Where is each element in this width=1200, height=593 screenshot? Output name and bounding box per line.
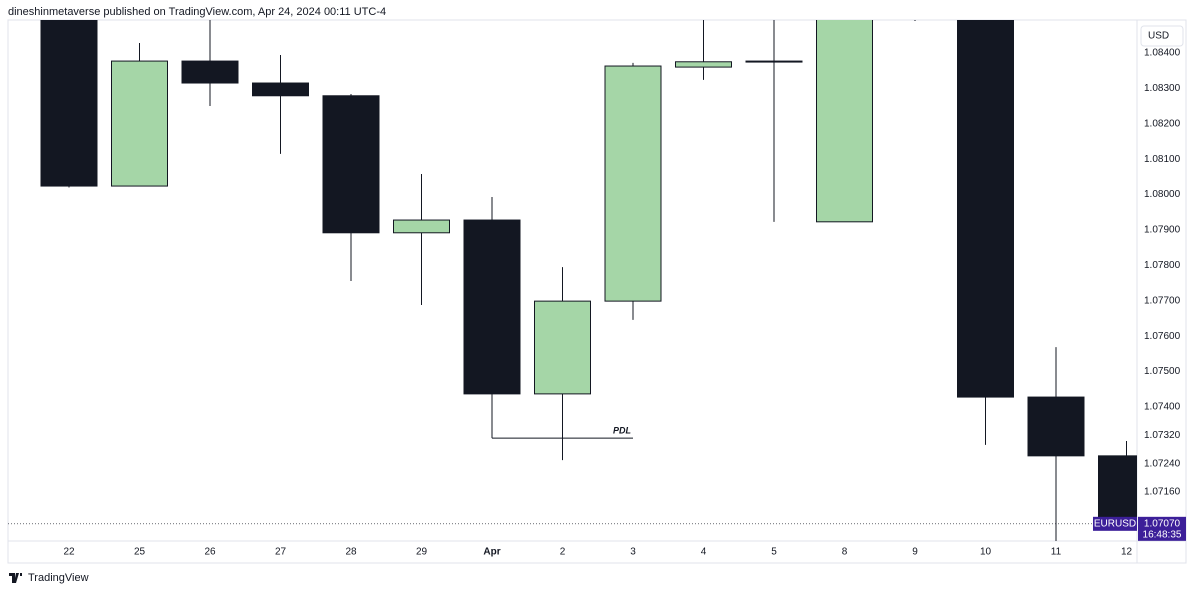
y-tick-label: 1.07320: [1144, 430, 1181, 441]
y-tick-label: 1.07900: [1144, 225, 1181, 236]
frame: [7, 19, 1187, 564]
x-tick-label: 3: [630, 547, 636, 558]
x-tick-label: 4: [701, 547, 707, 558]
symbol-tag: [1093, 516, 1137, 531]
y-tick-label: 1.07240: [1144, 458, 1181, 469]
price-tag: [1138, 516, 1186, 541]
y-tick-label: 1.07500: [1144, 366, 1181, 377]
logo: [9, 573, 22, 583]
candle-body: [252, 82, 309, 97]
x-tick-label: 22: [63, 547, 75, 558]
y-tick-label: 1.08200: [1144, 118, 1181, 129]
candle-body: [1098, 455, 1137, 525]
candle-body: [181, 60, 239, 84]
x-tick-label: 12: [1121, 547, 1133, 558]
y-tick-label: 1.08100: [1144, 154, 1181, 165]
candle-body: [111, 60, 168, 187]
candle-body: [675, 61, 732, 68]
y-tick-label: 1.08300: [1144, 83, 1181, 94]
y-tick-label: 1.07600: [1144, 331, 1181, 342]
x-tick-label: 28: [345, 547, 357, 558]
candle-body: [816, 20, 873, 223]
candle-body: [1027, 396, 1085, 457]
x-tick-label: 26: [204, 547, 216, 558]
footer: TradingView: [28, 572, 89, 584]
pdl-label: PDL: [613, 426, 631, 436]
y-tick-label: 1.07700: [1144, 295, 1181, 306]
candle-body: [745, 60, 803, 63]
x-tick-label: 5: [771, 547, 777, 558]
plot-area: [40, 20, 1137, 541]
y-tick-label: 1.07400: [1144, 402, 1181, 413]
x-tick-label: 2: [560, 547, 566, 558]
candle-body: [604, 65, 662, 302]
y-tick-label: 1.07160: [1144, 487, 1181, 498]
x-tick-label: 10: [980, 547, 992, 558]
currency: USD: [1148, 31, 1169, 42]
x-tick-label: 25: [134, 547, 146, 558]
candle-body: [534, 300, 591, 395]
y-tick-label: 1.08000: [1144, 189, 1181, 200]
price-label: 1.07070: [1144, 518, 1181, 529]
symbol-label: EURUSD: [1094, 518, 1136, 529]
candle-body: [393, 219, 450, 234]
candle-body: [322, 95, 380, 234]
candle-body: [40, 20, 98, 187]
y-tick-label: 1.08400: [1144, 48, 1181, 59]
x-tick-label: 11: [1051, 547, 1062, 558]
x-tick-label: 9: [912, 547, 918, 558]
x-tick-label: 8: [842, 547, 848, 558]
header: dineshinmetaverse published on TradingVi…: [8, 6, 386, 18]
x-tick-label: 27: [275, 547, 287, 558]
y-tick-label: 1.07800: [1144, 260, 1181, 271]
candle-body: [957, 20, 1014, 398]
x-tick-label: 29: [416, 547, 428, 558]
currency-box[interactable]: [1140, 25, 1184, 47]
candle-body: [463, 219, 521, 395]
countdown-label: 16:48:35: [1143, 529, 1182, 540]
x-tick-label: Apr: [483, 547, 500, 558]
